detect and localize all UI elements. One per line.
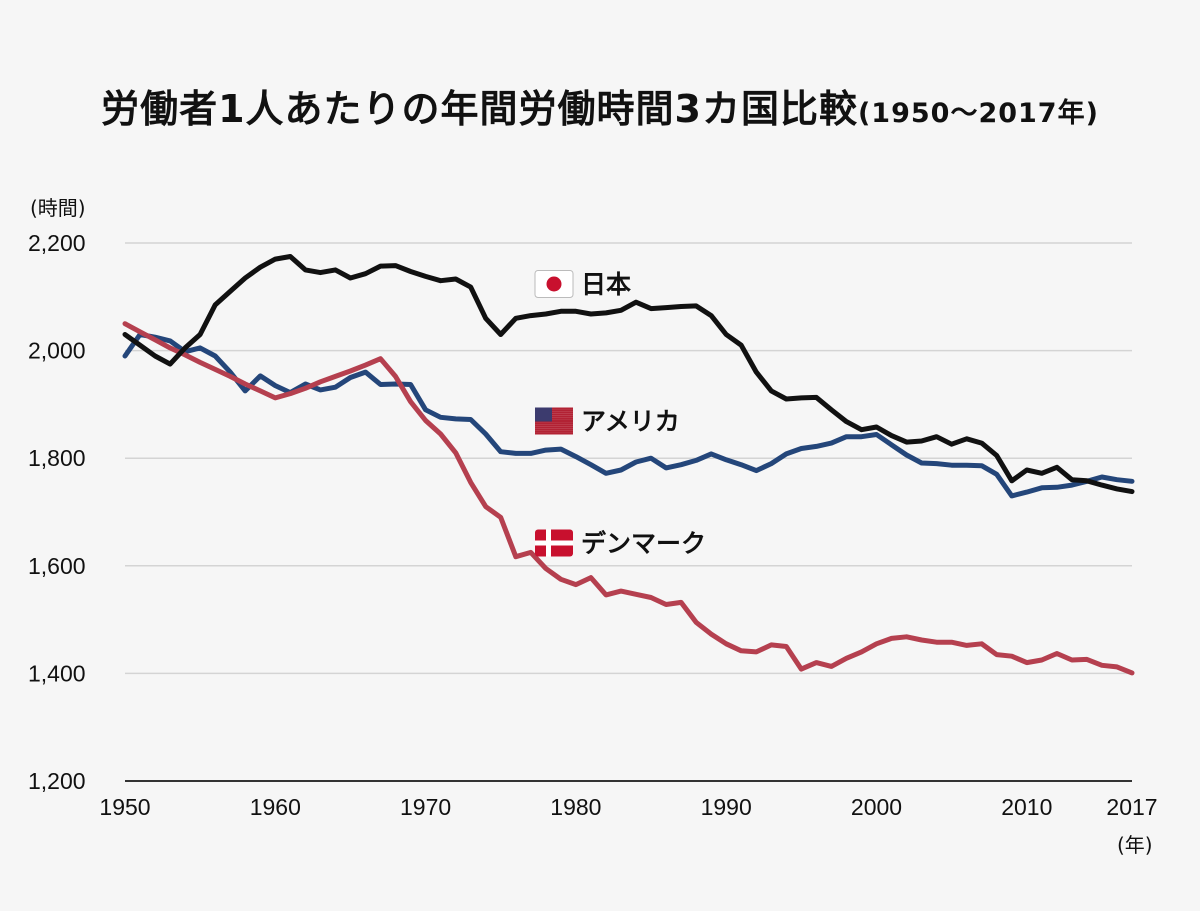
y-tick-label-1600: 1,600 — [28, 553, 86, 579]
x-tick-label-1970: 1970 — [400, 794, 451, 820]
series-line-japan — [122, 254, 1135, 495]
chart-title-main: 労働者1人あたりの年間労働時間3カ国比較 — [101, 87, 858, 131]
x-axis-unit-label: (年) — [1117, 833, 1153, 857]
series-line-denmark — [122, 321, 1135, 676]
series-label-usa: アメリカ — [535, 407, 680, 436]
chart-title-sub: (1950〜2017年) — [857, 98, 1099, 129]
series-name: デンマーク — [581, 529, 706, 558]
y-axis-unit-label: (時間) — [30, 196, 86, 220]
y-tick-label-1400: 1,400 — [28, 660, 86, 686]
y-tick-label-1200: 1,200 — [28, 768, 86, 794]
series-name: アメリカ — [581, 407, 680, 436]
japan-flag-icon — [534, 270, 574, 298]
axes: 1,200 1,400 1,600 1,800 2,000 2,200 1950 1960 19… — [28, 230, 1158, 820]
y-tick-label-1800: 1,800 — [28, 445, 86, 471]
chart-title: 労働者1人あたりの年間労働時間3カ国比較(1950〜2017年) — [0, 78, 1200, 133]
usa-flag-icon — [535, 407, 573, 435]
series-lines — [122, 254, 1135, 676]
x-tick-label-1990: 1990 — [701, 794, 752, 820]
x-tick-label-1960: 1960 — [250, 794, 301, 820]
series-label-denmark: デンマーク — [535, 529, 706, 558]
x-tick-label-2017: 2017 — [1106, 794, 1157, 820]
y-tick-label-2200: 2,200 — [28, 230, 86, 256]
denmark-flag-icon — [535, 529, 573, 557]
series-name: 日本 — [581, 270, 631, 299]
series-label-japan: 日本 — [534, 270, 631, 299]
x-tick-label-1950: 1950 — [99, 794, 150, 820]
grid — [125, 242, 1132, 675]
x-tick-label-1980: 1980 — [550, 794, 601, 820]
y-tick-label-2000: 2,000 — [28, 338, 86, 364]
x-tick-label-2000: 2000 — [851, 794, 902, 820]
x-tick-label-2010: 2010 — [1001, 794, 1052, 820]
